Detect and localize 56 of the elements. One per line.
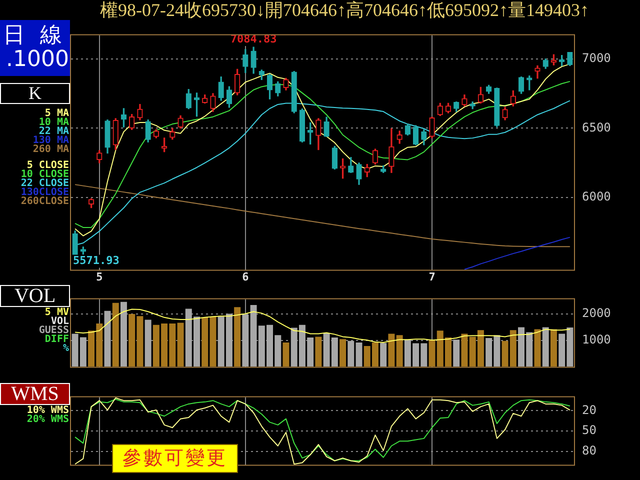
x-tick-label: 6 [242, 270, 250, 284]
series-label: VOL [50, 316, 69, 327]
bar [242, 314, 249, 367]
annotation: 5571.93 [73, 254, 120, 268]
text: 130 MA [32, 135, 69, 146]
y-tick-label: 50 [582, 423, 596, 438]
text: 260 MA [32, 144, 69, 155]
text: 日 線 [3, 22, 66, 50]
bar [234, 307, 241, 367]
bar [453, 340, 460, 367]
bar [120, 302, 127, 367]
bar [550, 329, 557, 367]
text: 130CLOSE [20, 187, 69, 198]
y-tick-label: 1000 [582, 332, 611, 347]
text: .1000 [6, 47, 69, 72]
bar [534, 329, 541, 367]
text: 10 MA [38, 117, 69, 128]
text: 10 CLOSE [20, 169, 69, 180]
chart-title: VOL [0, 285, 70, 307]
text: GUESS [38, 325, 69, 336]
bar [282, 342, 290, 367]
bar [388, 334, 395, 367]
text: DIFF [44, 334, 69, 345]
text: 260CLOSE [20, 196, 69, 207]
x-tick-label: 7 [428, 270, 436, 284]
bar [177, 322, 184, 367]
y-tick-label: 6500 [582, 120, 611, 134]
series-label: 20% WMS [26, 414, 69, 425]
bar [461, 334, 468, 367]
text: 22 MA [38, 126, 69, 137]
series-label: 5 MV [44, 307, 69, 318]
y-tick-label: 20 [582, 402, 596, 417]
bar [348, 340, 354, 367]
x-tick-label: 5 [96, 270, 103, 284]
text: K [0, 83, 70, 104]
y-tick-label: 7000 [582, 50, 611, 65]
bar [396, 335, 403, 367]
text: 22 CLOSE [20, 178, 69, 189]
bar [144, 320, 152, 367]
bar [380, 343, 387, 367]
bar [104, 310, 111, 367]
chart-title: 權98-07-24收695730↓開704646↑高704646↑低695092↑量149403↑ [100, 0, 589, 20]
annotation: 參數可變更 [112, 444, 238, 473]
text: 10% WMS [26, 405, 69, 416]
bar [315, 336, 322, 367]
bar [542, 327, 549, 367]
text: 5 MA [44, 108, 69, 119]
bar [112, 302, 119, 367]
bar [340, 339, 346, 367]
y-tick-label: 80 [582, 443, 596, 458]
text: 5 CLOSE [26, 160, 69, 171]
chart-title: WMS [0, 383, 70, 405]
text: % [62, 343, 69, 354]
bar [356, 342, 362, 367]
y-tick-label: 6000 [582, 190, 611, 204]
y-tick-label: 2000 [582, 306, 611, 320]
